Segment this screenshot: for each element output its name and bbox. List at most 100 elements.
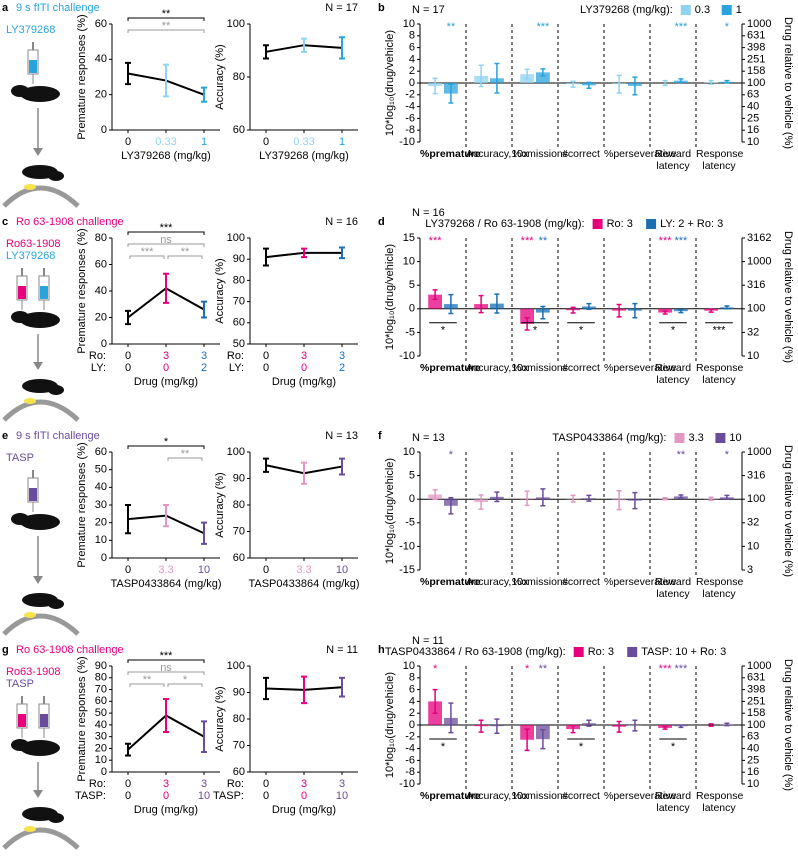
x-axis-title: Drug (mg/kg) bbox=[134, 376, 198, 388]
legend-swatch bbox=[573, 647, 584, 657]
mouse-head bbox=[48, 171, 64, 181]
x-tick-label: 0 bbox=[263, 778, 269, 790]
x-tick-label: %perseverative bbox=[604, 148, 677, 160]
x-tick-label: 3 bbox=[339, 778, 345, 790]
legend-label: TASP: 10 + Ro: 3 bbox=[641, 646, 726, 658]
error-bar bbox=[570, 80, 576, 88]
panel-title: 9 s fITI challenge bbox=[16, 430, 100, 442]
y2-tick-label: 1000 bbox=[747, 660, 771, 672]
y-tick-label: 5 bbox=[409, 470, 415, 482]
x-tick-label: #correct bbox=[562, 790, 600, 802]
y2-tick-label: 3162 bbox=[747, 232, 771, 244]
y2-tick-label: 398 bbox=[747, 42, 765, 54]
sig-label: * bbox=[449, 449, 454, 461]
mouse-head bbox=[11, 513, 29, 525]
panel-title: Ro 63-1908 challenge bbox=[16, 644, 124, 656]
y-tick-label: 60 bbox=[95, 258, 107, 270]
bar bbox=[536, 72, 550, 83]
y-tick-label: -10 bbox=[399, 540, 415, 552]
y-tick-label: 70 bbox=[233, 739, 245, 751]
y-tick-label: -10 bbox=[399, 350, 415, 362]
mouse-head bbox=[48, 599, 64, 609]
y-tick-label: 0 bbox=[101, 124, 107, 136]
y-tick-label: 100 bbox=[227, 18, 245, 30]
x-tick-label: #correct bbox=[562, 148, 600, 160]
panel-label: c bbox=[2, 216, 8, 228]
comparison-label: * bbox=[441, 741, 446, 753]
error-bar bbox=[432, 289, 438, 301]
error-bar bbox=[678, 494, 684, 499]
x-tick-label: Response latency bbox=[696, 576, 744, 600]
error-bar bbox=[586, 81, 592, 90]
error-bar bbox=[448, 497, 454, 515]
error-bar bbox=[163, 272, 169, 304]
y-tick-label: -6 bbox=[405, 112, 415, 124]
n-label: N = 13 bbox=[412, 432, 445, 444]
sig-bracket bbox=[167, 457, 203, 461]
y-tick-label: 90 bbox=[233, 686, 245, 698]
y-tick-label: 8 bbox=[409, 672, 415, 684]
box-wall bbox=[2, 613, 80, 636]
y-tick-label: 10 bbox=[403, 18, 415, 30]
box-wall bbox=[2, 827, 80, 850]
error-bar bbox=[570, 306, 576, 314]
y-tick-label: 80 bbox=[233, 71, 245, 83]
y2-tick-label: 100 bbox=[747, 77, 765, 89]
x-tick-label: 3 bbox=[301, 778, 307, 790]
x-tick-label: 10 bbox=[198, 790, 210, 802]
y-tick-label: 0 bbox=[409, 719, 415, 731]
x-tick-label: %perseverative bbox=[604, 576, 677, 588]
arrow-head bbox=[33, 576, 43, 584]
y-tick-label: -10 bbox=[399, 136, 415, 148]
y-tick-label: 60 bbox=[233, 766, 245, 778]
legend-label: 10 bbox=[729, 432, 741, 444]
x-tick-label: %perseverative bbox=[604, 362, 677, 374]
x-tick-label: Accuracy,10x bbox=[466, 576, 529, 588]
error-bar bbox=[662, 497, 668, 501]
syringe-liquid bbox=[40, 714, 48, 727]
y-axis-title: Accuracy (%) bbox=[214, 686, 226, 751]
x-tick-label: Response latency bbox=[696, 148, 744, 172]
error-bar bbox=[540, 305, 546, 320]
x-tick-label: %omissions bbox=[512, 576, 569, 588]
y-tick-label: 10 bbox=[403, 446, 415, 458]
sig-label: ** bbox=[539, 663, 548, 675]
error-bar bbox=[432, 489, 438, 500]
y-tick-label: 70 bbox=[233, 525, 245, 537]
y-tick-label: 80 bbox=[233, 274, 245, 286]
y2-tick-label: 251 bbox=[747, 53, 765, 65]
x-axis-title: Drug (mg/kg) bbox=[272, 376, 336, 388]
y-tick-label: 10 bbox=[95, 754, 107, 766]
legend-title: TASP0433864 (mg/kg): bbox=[552, 432, 666, 444]
y-tick-label: 40 bbox=[95, 285, 107, 297]
y2-axis-title: Drug relative to vehicle (%) bbox=[782, 659, 794, 791]
y-tick-label: 0 bbox=[101, 552, 107, 564]
sig-label: ** bbox=[539, 235, 548, 247]
error-bar bbox=[724, 494, 730, 500]
legend-label: Ro: 3 bbox=[607, 218, 633, 230]
y-tick-label: 8 bbox=[409, 30, 415, 42]
y-tick-label: 15 bbox=[403, 232, 415, 244]
x-tick-label: %omissions bbox=[512, 362, 569, 374]
y-tick-label: 4 bbox=[409, 53, 415, 65]
n-label: N = 11 bbox=[326, 644, 358, 656]
error-bar bbox=[524, 490, 530, 507]
comparison-label: * bbox=[671, 741, 676, 753]
comparison-label: * bbox=[579, 741, 584, 753]
y-tick-label: 60 bbox=[95, 18, 107, 30]
n-label: N = 16 bbox=[325, 216, 358, 228]
sig-bracket bbox=[127, 659, 205, 663]
error-bar bbox=[540, 728, 546, 750]
panel-label: b bbox=[378, 2, 385, 14]
bar bbox=[520, 308, 534, 324]
error-bar bbox=[478, 719, 484, 733]
x-tick-label: 0 bbox=[163, 790, 169, 802]
y2-tick-label: 63 bbox=[747, 731, 759, 743]
error-bar bbox=[678, 308, 684, 314]
bar bbox=[428, 294, 442, 309]
x-tick-label: 3.3 bbox=[296, 564, 311, 576]
y2-tick-label: 100 bbox=[747, 719, 765, 731]
y2-tick-label: 10 bbox=[747, 540, 759, 552]
y-tick-label: 0 bbox=[101, 338, 107, 350]
